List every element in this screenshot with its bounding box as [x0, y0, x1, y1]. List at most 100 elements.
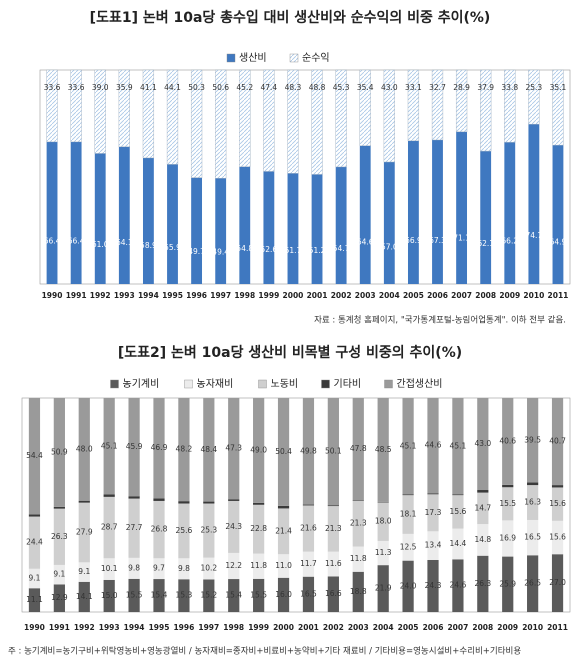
- value-label: 16.9: [499, 533, 516, 542]
- bar-segment: [287, 69, 299, 174]
- value-label: 74.7: [526, 231, 543, 240]
- value-label: 35.9: [116, 83, 133, 92]
- bar-segment: [302, 504, 315, 506]
- bar-segment: [178, 558, 190, 580]
- bar-segment: [28, 398, 41, 515]
- value-label: 16.0: [275, 590, 292, 599]
- bar-segment: [28, 588, 41, 612]
- value-label: 51.2: [309, 246, 326, 255]
- x-tick-label: 1991: [66, 291, 87, 300]
- value-label: 39.5: [524, 435, 541, 444]
- bar-segment: [504, 142, 516, 284]
- plot-frame: [39, 69, 571, 285]
- bar-segment: [377, 398, 389, 502]
- value-label: 66.9: [405, 236, 422, 245]
- bar-segment: [477, 490, 489, 493]
- bar-segment: [263, 171, 275, 284]
- value-label: 45.2: [236, 83, 253, 92]
- bar-segment: [228, 398, 240, 500]
- bar-segment: [78, 502, 90, 563]
- x-tick-label: 2011: [547, 623, 568, 632]
- value-label: 16.5: [524, 533, 541, 542]
- chart-title: [도표2] 논벼 10a당 생산비 비목별 구성 비중의 추이(%): [118, 344, 462, 361]
- bar-segment: [551, 398, 564, 486]
- x-tick-label: 2000: [273, 623, 294, 632]
- x-tick-label: 2011: [548, 291, 569, 300]
- x-tick-label: 1998: [234, 291, 255, 300]
- value-label: 37.9: [477, 83, 494, 92]
- value-label: 26.3: [474, 579, 491, 588]
- bar-segment: [153, 398, 165, 499]
- value-label: 16.5: [300, 589, 317, 598]
- bar-segment: [253, 502, 265, 505]
- bar-segment: [53, 564, 65, 585]
- value-label: 45.9: [126, 442, 143, 451]
- legend-label: 생산비: [239, 52, 267, 64]
- value-label: 27.0: [549, 578, 566, 587]
- bar-segment: [203, 398, 215, 502]
- x-tick-label: 2005: [398, 623, 419, 632]
- x-tick-label: 1993: [114, 291, 135, 300]
- bar-segment: [228, 500, 240, 553]
- bar-segment: [128, 496, 140, 499]
- value-label: 44.1: [164, 83, 181, 92]
- bar-segment: [452, 495, 464, 529]
- value-label: 64.6: [357, 238, 374, 247]
- bar-segment: [263, 69, 275, 172]
- value-label: 45.1: [400, 441, 417, 450]
- bar-segment: [228, 552, 240, 580]
- bar-segment: [352, 500, 364, 547]
- bar-segment: [552, 69, 564, 146]
- bar-segment: [352, 398, 364, 501]
- value-label: 48.8: [309, 83, 326, 92]
- value-label: 18.8: [350, 587, 367, 596]
- value-label: 12.5: [400, 542, 417, 551]
- x-tick-label: 2008: [475, 291, 496, 300]
- x-tick-label: 2009: [499, 291, 520, 300]
- value-label: 51.7: [285, 246, 302, 255]
- x-tick-label: 2006: [427, 291, 448, 300]
- value-label: 21.6: [300, 524, 317, 533]
- chart-title: [도표1] 논벼 10a당 총수입 대비 생산비와 순수익의 비중 추이(%): [90, 9, 491, 26]
- value-label: 24.3: [425, 581, 442, 590]
- bar-segment: [228, 579, 240, 612]
- bar-segment: [277, 554, 290, 578]
- value-label: 47.8: [350, 444, 367, 453]
- value-label: 40.6: [499, 436, 516, 445]
- bar-segment: [142, 69, 155, 159]
- x-tick-label: 1999: [258, 291, 279, 300]
- bar-segment: [78, 581, 90, 612]
- bar-segment: [142, 157, 154, 284]
- x-tick-label: 2008: [472, 623, 493, 632]
- bar-segment: [311, 174, 323, 284]
- bar-segment: [128, 498, 140, 558]
- bar-segment: [28, 516, 41, 569]
- x-tick-label: 2007: [451, 291, 472, 300]
- value-label: 15.5: [126, 590, 143, 599]
- x-tick-label: 2004: [379, 291, 400, 300]
- bar-segment: [78, 500, 90, 503]
- value-label: 27.9: [76, 527, 93, 536]
- value-label: 18.1: [400, 510, 417, 519]
- value-label: 40.7: [549, 437, 566, 446]
- bar-segment: [239, 69, 251, 167]
- value-label: 28.7: [101, 523, 118, 532]
- value-label: 14.1: [76, 592, 93, 601]
- value-label: 32.7: [429, 83, 446, 92]
- value-label: 21.4: [275, 526, 292, 535]
- bar-segment: [480, 151, 492, 284]
- bar-segment: [178, 503, 190, 559]
- bar-segment: [153, 558, 165, 580]
- value-label: 9.1: [28, 574, 40, 583]
- value-label: 25.9: [499, 579, 516, 588]
- value-label: 15.4: [151, 591, 168, 600]
- bar-segment: [528, 69, 540, 125]
- value-label: 13.4: [425, 541, 442, 550]
- bar-segment: [527, 398, 539, 483]
- x-tick-label: 1997: [210, 291, 231, 300]
- bar-segment: [190, 69, 203, 178]
- value-label: 33.6: [68, 83, 85, 92]
- value-label: 45.1: [450, 441, 467, 450]
- value-label: 14.8: [474, 535, 491, 544]
